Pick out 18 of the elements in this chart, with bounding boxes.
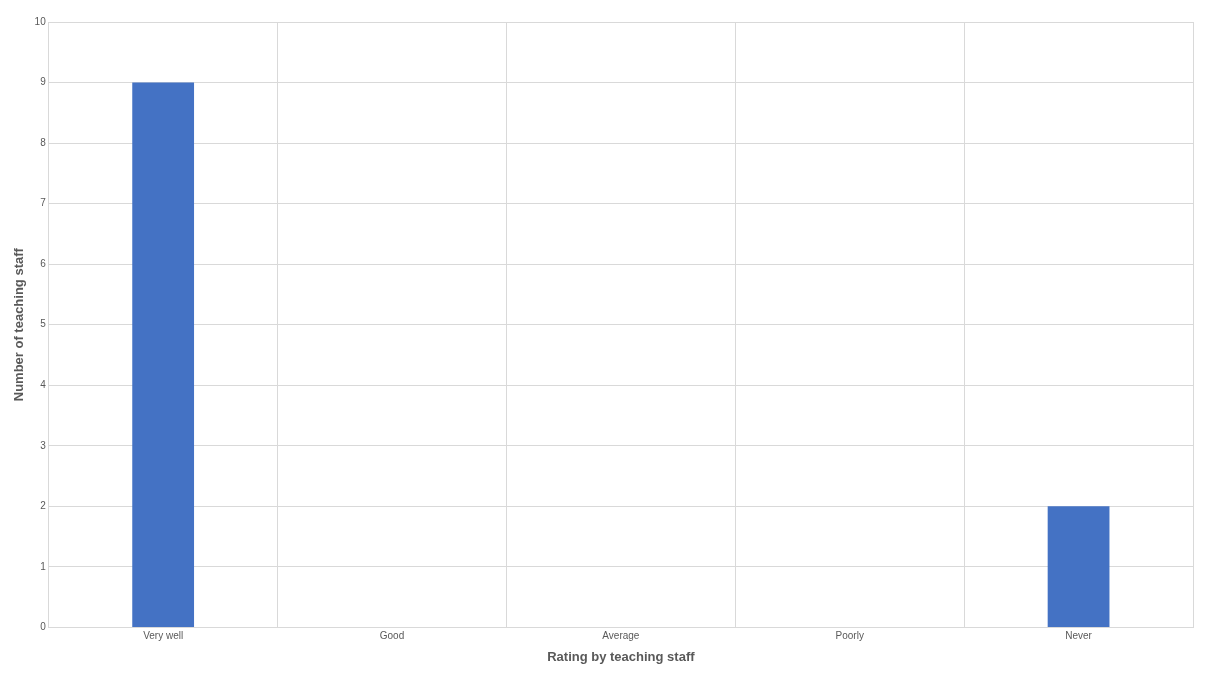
- y-tick-label: 10: [34, 15, 47, 27]
- y-tick-label: 8: [40, 136, 47, 148]
- x-tick-label: Never: [1065, 630, 1093, 642]
- y-tick-label: 2: [40, 500, 47, 512]
- x-tick-label: Good: [379, 630, 405, 642]
- y-tick-label: 9: [40, 76, 47, 88]
- y-tick-label: 3: [40, 439, 47, 451]
- y-tick-label: 0: [40, 621, 47, 633]
- x-tick-label: Average: [602, 630, 640, 642]
- y-axis-title: Number of teaching staff: [11, 247, 27, 402]
- x-tick-label: Very well: [143, 630, 184, 642]
- y-tick-label: 4: [40, 378, 47, 390]
- y-tick-label: 1: [40, 560, 47, 572]
- y-tick-label: 7: [40, 197, 47, 209]
- x-axis-title: Rating by teaching staff: [547, 648, 696, 664]
- x-tick-label: Poorly: [835, 630, 864, 642]
- y-tick-label: 5: [40, 318, 47, 330]
- y-tick-label: 6: [40, 257, 47, 269]
